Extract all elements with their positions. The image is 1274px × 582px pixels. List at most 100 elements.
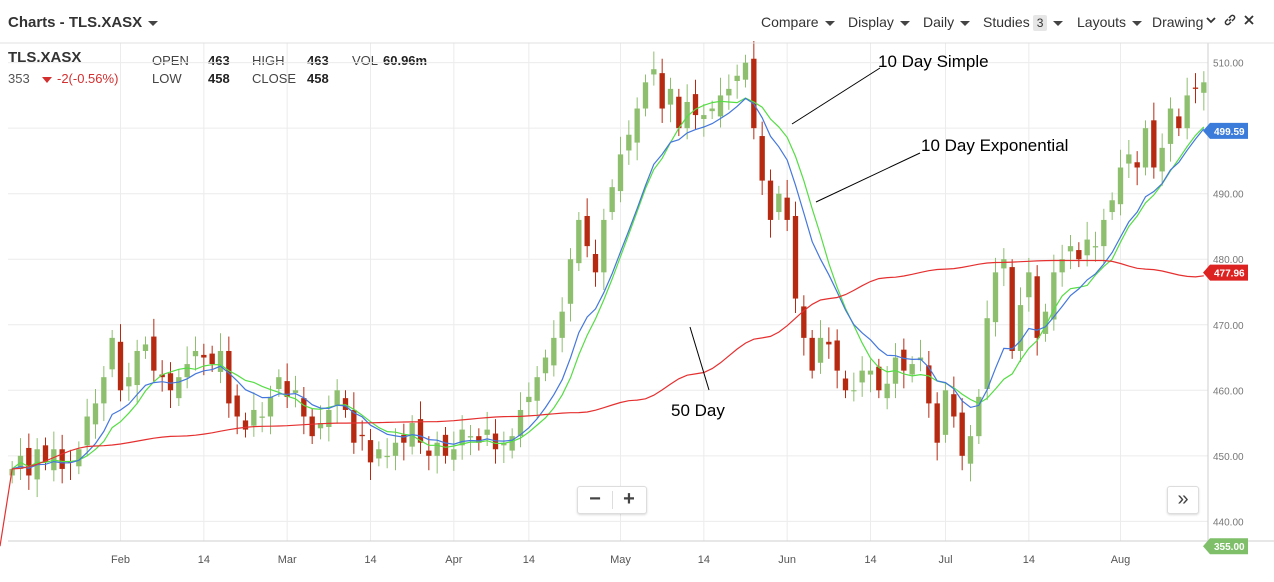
candle-body xyxy=(542,357,549,374)
candle-body xyxy=(276,377,282,389)
candle-body xyxy=(51,449,57,471)
zoom-out-button[interactable]: − xyxy=(589,488,601,510)
candle-body xyxy=(42,445,49,463)
candle-body xyxy=(117,341,124,391)
candle-body xyxy=(1034,276,1040,338)
candle-body xyxy=(442,434,449,456)
low-value: 458 xyxy=(208,71,230,86)
candle-body xyxy=(467,436,474,438)
candle-body xyxy=(67,461,74,463)
x-tick-label: Jun xyxy=(778,554,796,566)
candle-body xyxy=(342,398,349,410)
annotation-leader xyxy=(815,152,921,203)
candle-body xyxy=(834,340,840,371)
candle-body xyxy=(601,219,607,273)
x-tick-label: 14 xyxy=(864,554,876,566)
candle-body xyxy=(559,311,565,338)
candle-body xyxy=(134,350,140,386)
candle-body xyxy=(951,394,957,417)
candle-body xyxy=(326,409,332,427)
toolbar: Charts - TLS.XASX Compare Display Daily … xyxy=(0,0,1274,44)
candle-body xyxy=(459,429,465,446)
candle-body xyxy=(126,377,132,387)
candle-body xyxy=(1142,128,1149,168)
candle-body xyxy=(851,390,857,392)
candle-body xyxy=(509,436,515,451)
candle-body xyxy=(59,449,65,469)
price-change: -2(-0.56%) xyxy=(42,71,118,86)
candle-body xyxy=(859,370,865,383)
interval-menu[interactable]: Daily xyxy=(923,14,971,30)
link-icon[interactable] xyxy=(1223,13,1237,31)
candle-body xyxy=(201,354,207,358)
candle-body xyxy=(617,154,624,192)
studies-menu[interactable]: Studies 3 xyxy=(983,14,1064,31)
drawing-menu[interactable]: Drawing xyxy=(1152,14,1204,30)
candle-body xyxy=(534,377,540,401)
candle-body xyxy=(717,95,724,117)
candle-body xyxy=(1076,250,1082,260)
zoom-in-button[interactable]: + xyxy=(623,488,635,510)
candle-body xyxy=(967,436,974,464)
scroll-to-latest-button[interactable]: » xyxy=(1167,486,1199,514)
candle-body xyxy=(159,374,165,378)
candle-body xyxy=(792,215,799,299)
chart-title-dropdown[interactable]: Charts - TLS.XASX xyxy=(8,14,159,31)
candle-body xyxy=(142,344,149,351)
candle-body xyxy=(842,378,849,391)
candle-body xyxy=(1176,116,1182,129)
candle-body xyxy=(576,219,582,264)
x-tick-label: 14 xyxy=(1023,554,1035,566)
ema10-line xyxy=(12,97,1205,470)
candle-body xyxy=(784,197,790,220)
candle-body xyxy=(634,108,640,143)
candle-body xyxy=(776,193,782,213)
candle-body xyxy=(1134,162,1140,168)
high-value: 463 xyxy=(307,53,329,68)
candle-body xyxy=(184,364,190,378)
price-badge-label: 355.00 xyxy=(1214,542,1245,553)
candle-body xyxy=(192,350,199,357)
candle-body xyxy=(959,412,965,456)
candle-body xyxy=(884,383,890,399)
candle-body xyxy=(234,395,240,417)
candle-body xyxy=(84,416,90,446)
candle-body xyxy=(826,341,832,345)
compare-menu[interactable]: Compare xyxy=(761,14,835,30)
layouts-menu[interactable]: Layouts xyxy=(1077,14,1143,30)
chevron-down-icon xyxy=(824,20,835,26)
candle-body xyxy=(92,403,99,425)
candle-body xyxy=(767,180,774,220)
display-menu[interactable]: Display xyxy=(848,14,910,30)
candle-body xyxy=(1201,82,1207,93)
y-tick-label: 440.00 xyxy=(1213,517,1244,528)
candle-body xyxy=(1126,154,1132,164)
candle-body xyxy=(101,377,107,404)
candle-body xyxy=(659,73,665,109)
y-tick-label: 500.00 xyxy=(1213,124,1244,135)
open-label: OPEN xyxy=(152,53,189,68)
candle-body xyxy=(351,409,357,443)
candle-body xyxy=(301,398,307,417)
candle-body xyxy=(292,390,299,393)
candle-body xyxy=(409,423,415,447)
candle-body xyxy=(1067,246,1074,252)
candle-body xyxy=(867,370,874,375)
candle-body xyxy=(492,433,499,450)
candle-body xyxy=(426,450,432,456)
candle-body xyxy=(1151,120,1157,168)
candle-body xyxy=(1167,108,1174,144)
close-icon[interactable] xyxy=(1243,13,1255,30)
price-badge xyxy=(1203,264,1248,281)
candle-body xyxy=(1159,147,1165,172)
volume-label: VOL xyxy=(352,53,379,68)
candle-body xyxy=(934,403,940,443)
candle-body xyxy=(384,455,390,458)
candle-body xyxy=(684,101,690,129)
candle-body xyxy=(984,318,990,389)
chevron-down-icon[interactable] xyxy=(1205,13,1217,30)
candle-body xyxy=(1109,200,1115,213)
candle-body xyxy=(367,440,374,463)
candle-body xyxy=(167,373,174,391)
candle-body xyxy=(1009,267,1015,351)
